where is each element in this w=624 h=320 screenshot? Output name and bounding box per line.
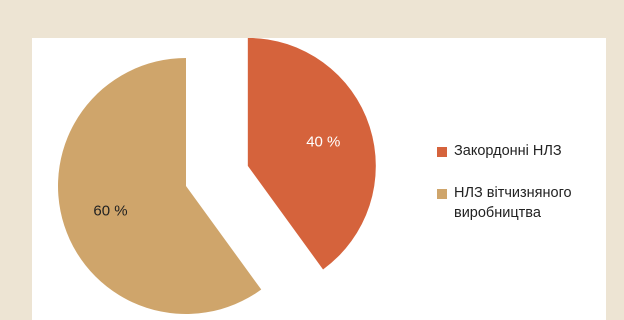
chart-legend: Закордонні НЛЗ НЛЗ вітчизняного виробниц… xyxy=(437,141,607,223)
pie-label-domestic: 60 % xyxy=(93,203,127,220)
pie-label-foreign: 40 % xyxy=(306,133,340,150)
legend-label-foreign: Закордонні НЛЗ xyxy=(454,143,562,159)
legend-label-domestic-line1: НЛЗ вітчизняного xyxy=(454,185,572,201)
pie-slice-domestic xyxy=(57,58,262,314)
legend-item-foreign: Закордонні НЛЗ xyxy=(437,141,607,161)
legend-label-domestic-line2: виробництва xyxy=(454,205,541,221)
pie-slice-foreign xyxy=(247,38,376,270)
legend-item-domestic: НЛЗ вітчизняного виробництва xyxy=(437,183,607,223)
legend-swatch-domestic xyxy=(437,189,447,199)
legend-swatch-foreign xyxy=(437,147,447,157)
